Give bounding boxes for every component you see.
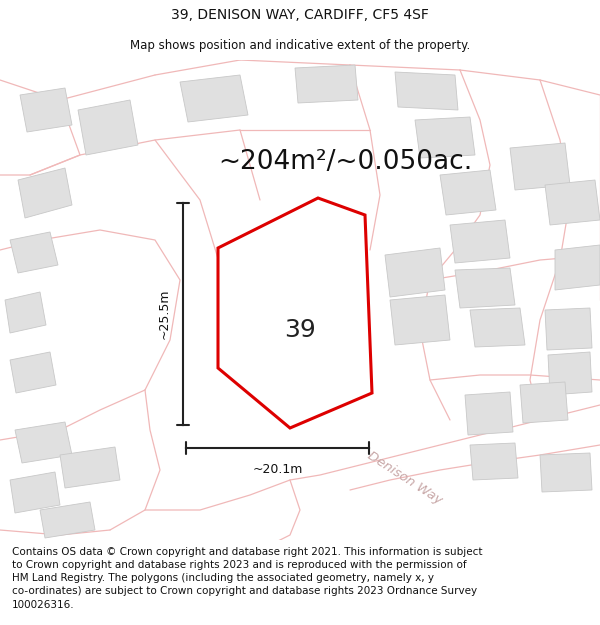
Polygon shape (218, 198, 372, 428)
Polygon shape (545, 308, 592, 350)
Polygon shape (10, 472, 60, 513)
Polygon shape (555, 245, 600, 290)
Text: ~20.1m: ~20.1m (253, 463, 302, 476)
Polygon shape (540, 453, 592, 492)
Polygon shape (545, 180, 600, 225)
Polygon shape (5, 292, 46, 333)
Text: ~204m²/~0.050ac.: ~204m²/~0.050ac. (218, 149, 472, 175)
Text: Contains OS data © Crown copyright and database right 2021. This information is : Contains OS data © Crown copyright and d… (12, 547, 482, 609)
Text: Map shows position and indicative extent of the property.: Map shows position and indicative extent… (130, 39, 470, 51)
Polygon shape (520, 382, 568, 423)
Polygon shape (78, 100, 138, 155)
Polygon shape (455, 268, 515, 308)
Polygon shape (60, 447, 120, 488)
Polygon shape (18, 168, 72, 218)
Text: Denison Way: Denison Way (365, 449, 445, 507)
Polygon shape (10, 352, 56, 393)
Polygon shape (465, 392, 513, 435)
Polygon shape (470, 308, 525, 347)
Polygon shape (15, 422, 72, 463)
Polygon shape (450, 220, 510, 263)
Polygon shape (390, 295, 450, 345)
Polygon shape (548, 352, 592, 395)
Text: 39, DENISON WAY, CARDIFF, CF5 4SF: 39, DENISON WAY, CARDIFF, CF5 4SF (171, 8, 429, 22)
Text: ~25.5m: ~25.5m (157, 289, 170, 339)
Polygon shape (180, 75, 248, 122)
Polygon shape (20, 88, 72, 132)
Polygon shape (270, 305, 340, 368)
Polygon shape (395, 72, 458, 110)
Polygon shape (385, 248, 445, 297)
Polygon shape (470, 443, 518, 480)
Polygon shape (415, 117, 475, 158)
Polygon shape (270, 360, 325, 410)
Polygon shape (510, 143, 570, 190)
Polygon shape (40, 502, 95, 538)
Polygon shape (295, 65, 358, 103)
Polygon shape (440, 170, 496, 215)
Polygon shape (10, 232, 58, 273)
Text: 39: 39 (284, 318, 316, 342)
